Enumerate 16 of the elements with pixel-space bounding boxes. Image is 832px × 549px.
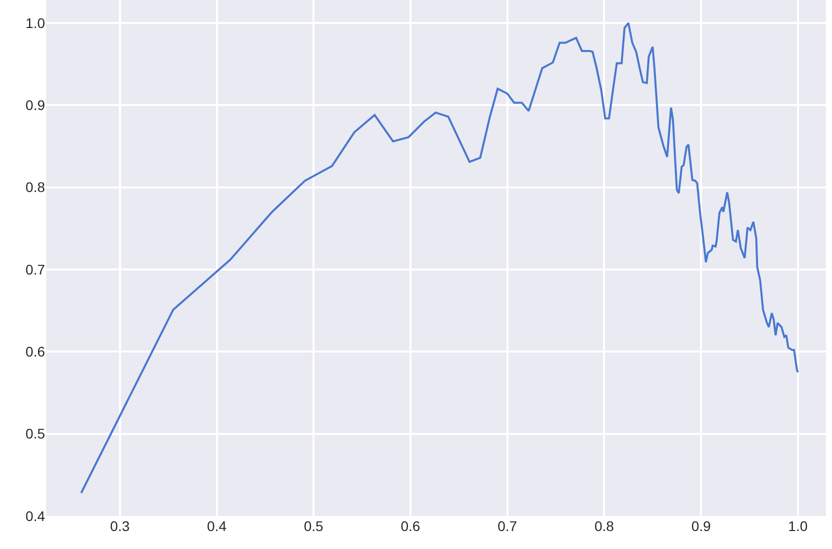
y-tick-label: 0.9 bbox=[26, 97, 46, 114]
x-tick-label: 1.0 bbox=[788, 518, 808, 534]
x-tick-label: 0.9 bbox=[691, 518, 711, 534]
y-tick-label: 0.4 bbox=[26, 508, 46, 524]
x-tick-label: 0.7 bbox=[498, 518, 518, 534]
x-tick-label: 0.6 bbox=[400, 518, 420, 534]
y-tick-label: 0.6 bbox=[26, 344, 46, 360]
x-tick-label: 0.3 bbox=[110, 518, 130, 534]
y-tick-label: 1.0 bbox=[26, 14, 46, 31]
x-tick-label: 0.8 bbox=[594, 518, 614, 534]
x-tick-label: 0.4 bbox=[207, 518, 227, 534]
y-tick-label: 0.7 bbox=[26, 261, 46, 278]
line-series bbox=[80, 22, 799, 494]
x-tick-label: 0.5 bbox=[304, 518, 324, 534]
y-tick-label: 0.8 bbox=[26, 179, 46, 196]
y-tick-label: 0.5 bbox=[26, 426, 46, 442]
